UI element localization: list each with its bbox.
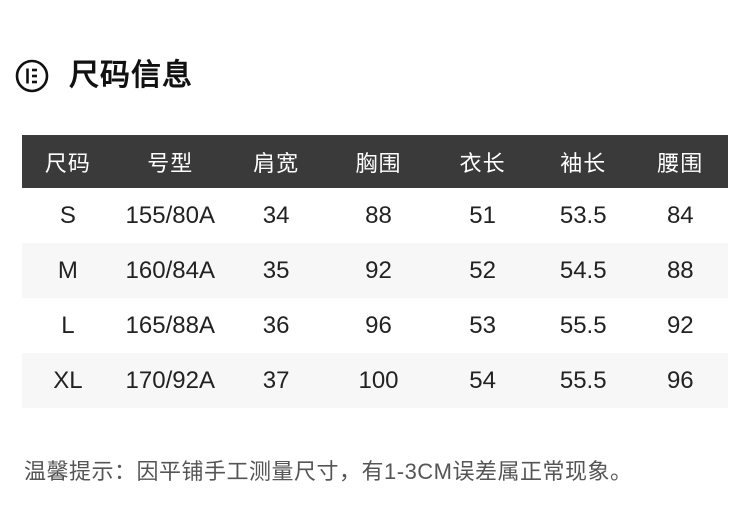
size-table-head: 尺码 号型 肩宽 胸围 衣长 袖长 腰围 [22, 135, 728, 188]
column-header: 肩宽 [226, 135, 326, 188]
section-header: 尺码信息 [15, 59, 193, 93]
table-cell: 160/84A [125, 256, 215, 284]
column-header: 胸围 [325, 135, 432, 188]
table-cell: 55.5 [559, 366, 607, 394]
table-row: S 155/80A 34 88 51 53.5 84 [22, 188, 728, 243]
table-row: L 165/88A 36 96 53 55.5 92 [22, 298, 728, 353]
table-cell: XL [53, 366, 83, 394]
table-cell: 37 [262, 366, 290, 394]
column-header: 号型 [113, 135, 227, 188]
size-table-container: 尺码 号型 肩宽 胸围 衣长 袖长 腰围 S 155/80A 34 88 51 53.5 84 M 160/… [22, 135, 728, 408]
size-table: 尺码 号型 肩宽 胸围 衣长 袖长 腰围 S 155/80A 34 88 51 53.5 84 M 160/… [22, 135, 728, 408]
column-header: 衣长 [431, 135, 534, 188]
table-cell: 92 [365, 256, 392, 284]
table-cell: 96 [666, 366, 694, 394]
table-cell: 51 [469, 201, 496, 229]
table-cell: 35 [262, 256, 290, 284]
table-cell: 53 [469, 311, 496, 339]
table-row: XL 170/92A 37 100 54 55.5 96 [22, 353, 728, 408]
table-cell: 155/80A [125, 201, 215, 229]
table-cell: 165/88A [125, 311, 215, 339]
table-cell: 88 [666, 256, 694, 284]
column-header: 尺码 [22, 135, 114, 188]
table-cell: M [57, 256, 78, 284]
table-cell: 170/92A [125, 366, 215, 394]
table-cell: 55.5 [559, 311, 607, 339]
measurement-note: 温馨提示：因平铺手工测量尺寸，有1-3CM误差属正常现象。 [24, 459, 633, 484]
table-cell: 54 [469, 366, 496, 394]
table-cell: 100 [358, 366, 399, 394]
ruler-circle-icon [15, 59, 49, 93]
size-table-head-row: 尺码 号型 肩宽 胸围 衣长 袖长 腰围 [22, 135, 728, 188]
page-title: 尺码信息 [69, 59, 193, 92]
table-cell: 52 [469, 256, 496, 284]
table-row: M 160/84A 35 92 52 54.5 88 [22, 243, 728, 298]
table-cell: 53.5 [559, 201, 607, 229]
table-cell: 34 [262, 201, 290, 229]
table-cell: 96 [365, 311, 392, 339]
size-table-body: S 155/80A 34 88 51 53.5 84 M 160/84A 35 92 52 54.5 88… [22, 188, 728, 408]
table-cell: 84 [666, 201, 694, 229]
column-header: 腰围 [632, 135, 728, 188]
table-cell: L [61, 311, 75, 339]
column-header: 袖长 [533, 135, 633, 188]
table-cell: 36 [262, 311, 290, 339]
table-cell: S [59, 201, 76, 229]
table-cell: 88 [365, 201, 392, 229]
table-cell: 54.5 [559, 256, 607, 284]
table-cell: 92 [666, 311, 694, 339]
